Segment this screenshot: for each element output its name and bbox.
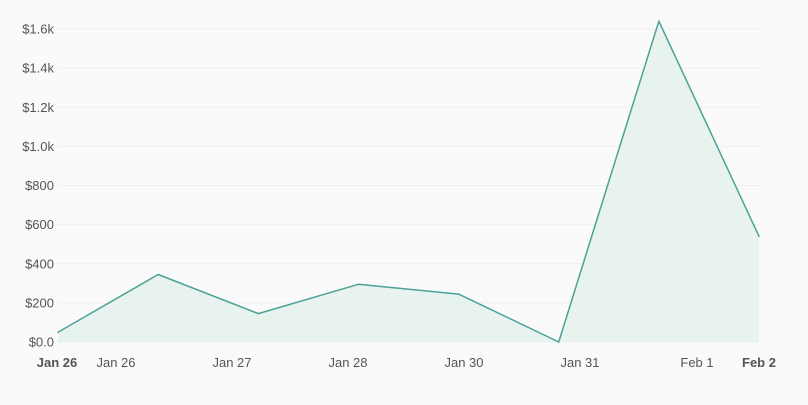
y-tick-label: $1.4k: [22, 61, 54, 76]
x-axis-ticks: Jan 26 Jan 26 Jan 27 Jan 28 Jan 30 Jan 31 Feb …: [37, 355, 776, 370]
y-tick-label: $0.0: [29, 335, 54, 350]
y-tick-label: $1.6k: [22, 22, 54, 37]
data-point: [157, 273, 159, 276]
data-point: [658, 20, 660, 22]
y-tick-label: $200: [25, 295, 54, 310]
series-line: [57, 20, 760, 343]
y-tick-label: $1.2k: [22, 100, 54, 115]
data-point: [758, 235, 760, 238]
x-tick-label: Jan 31: [560, 355, 599, 370]
data-point: [257, 312, 260, 315]
y-tick-label: $600: [25, 217, 54, 232]
series-fill: [58, 21, 759, 343]
y-tick-label: $1.0k: [22, 139, 54, 154]
y-tick-label: $800: [25, 178, 54, 193]
data-point: [57, 331, 59, 334]
y-axis-ticks: $0.0 $200 $400 $600 $800 $1.0k $1.2k $1.4k $1.6k: [22, 22, 54, 350]
data-point: [557, 341, 560, 343]
data-point: [457, 293, 460, 295]
x-tick-label: Jan 26: [37, 355, 77, 370]
x-tick-label: Feb 1: [680, 355, 713, 370]
data-point: [357, 283, 360, 286]
x-tick-label: Jan 26: [96, 355, 135, 370]
series-area: [57, 20, 760, 343]
x-tick-label: Jan 27: [212, 355, 251, 370]
x-tick-label: Feb 2: [742, 355, 776, 370]
x-tick-label: Jan 30: [444, 355, 483, 370]
x-tick-label: Jan 28: [328, 355, 367, 370]
y-tick-label: $400: [25, 256, 54, 271]
